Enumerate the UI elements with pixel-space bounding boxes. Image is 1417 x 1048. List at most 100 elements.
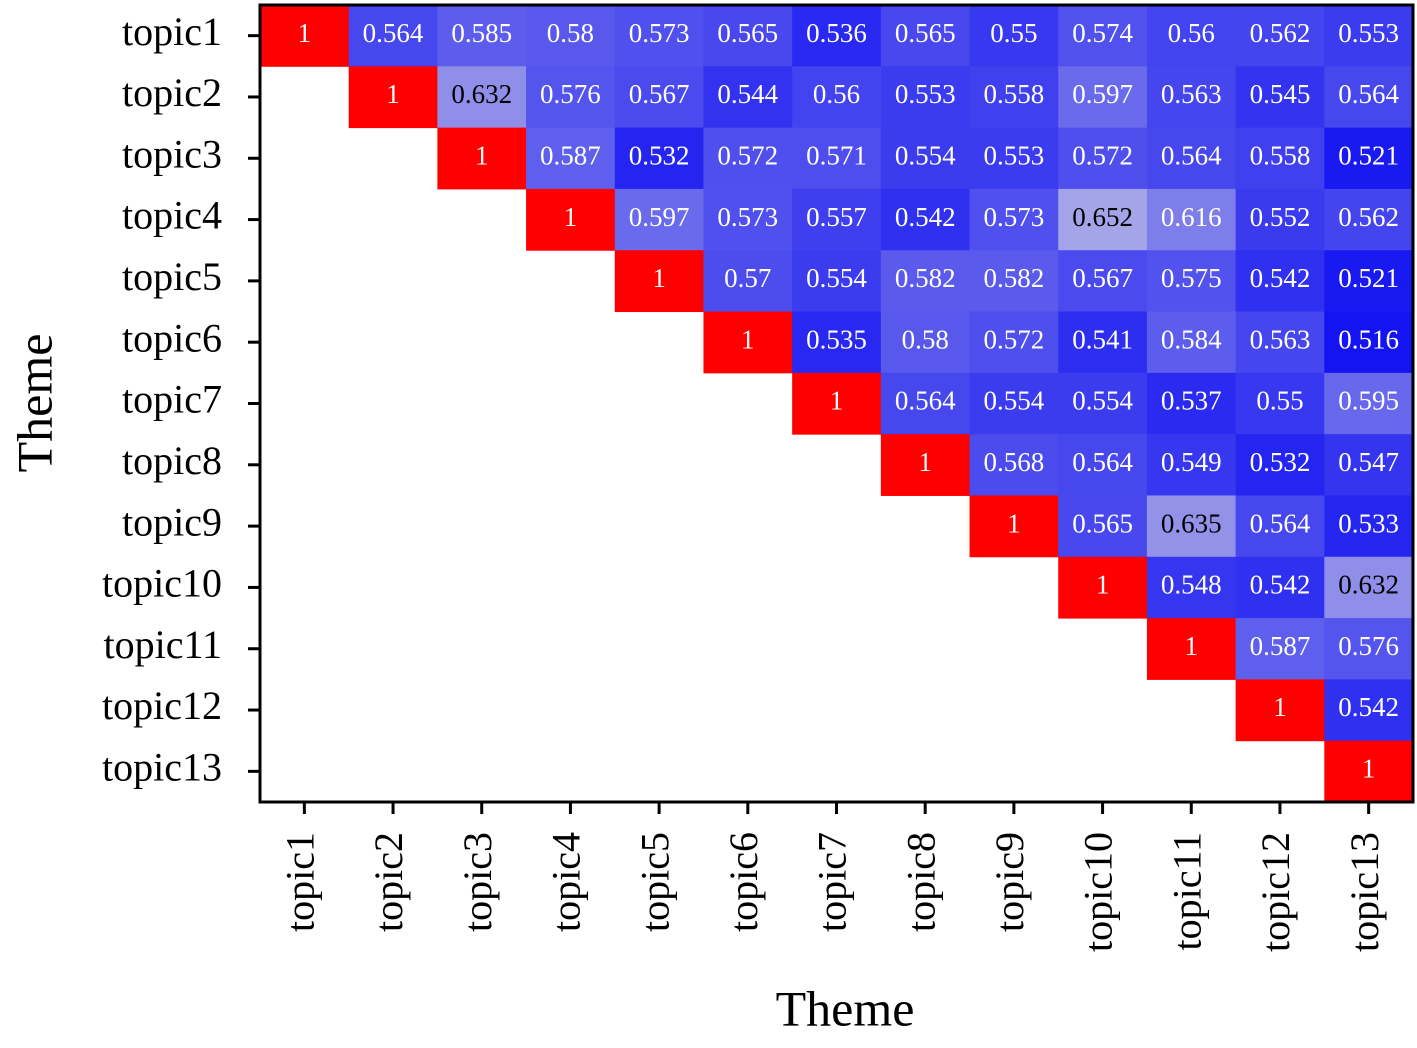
- cell-label: 0.554: [1072, 386, 1133, 416]
- heatmap-cell: [792, 188, 882, 251]
- heatmap-cell: [703, 250, 793, 313]
- heatmap-cell: [1058, 66, 1148, 129]
- cell-label: 0.564: [363, 18, 424, 48]
- heatmap-cell: [1146, 66, 1237, 129]
- cell-label: 0.542: [895, 202, 956, 232]
- cell-label: 0.616: [1161, 202, 1222, 232]
- heatmap-cell: [880, 127, 971, 190]
- x-tick-label: topic4: [544, 832, 589, 932]
- cell-label: 0.564: [1072, 447, 1133, 477]
- cell-label: 0.535: [806, 324, 867, 354]
- heatmap-cell: [1058, 5, 1148, 67]
- heatmap-cell: [1324, 66, 1414, 129]
- heatmap-cell: [437, 5, 527, 67]
- heatmap-cell: [614, 188, 704, 251]
- x-tick-label: topic12: [1253, 832, 1298, 952]
- heatmap-cell: [1146, 250, 1237, 313]
- heatmap-cell: [1324, 188, 1414, 251]
- heatmap-cell: [1058, 311, 1148, 374]
- heatmap-cell: [969, 495, 1059, 558]
- cell-label: 0.573: [984, 202, 1045, 232]
- cell-label: 0.548: [1161, 570, 1222, 600]
- heatmap-cell: [526, 5, 616, 67]
- cell-label: 1: [1273, 692, 1287, 722]
- cell-label: 0.563: [1161, 79, 1222, 109]
- heatmap-cell: [526, 188, 616, 251]
- heatmap-cell: [703, 188, 793, 251]
- heatmap-cell: [969, 66, 1059, 129]
- y-tick-label: topic9: [122, 499, 222, 544]
- cell-label: 0.554: [895, 140, 956, 170]
- heatmap-cell: [703, 311, 793, 374]
- heatmap-cell: [1235, 188, 1325, 251]
- cell-label: 0.562: [1250, 18, 1311, 48]
- y-tick-label: topic11: [104, 622, 223, 667]
- heatmap-cell: [792, 127, 882, 190]
- cell-label: 0.558: [984, 79, 1045, 109]
- cell-label: 0.521: [1338, 140, 1399, 170]
- cell-label: 0.572: [984, 324, 1045, 354]
- heatmap-cell: [1235, 5, 1325, 67]
- y-tick-label: topic10: [102, 561, 222, 606]
- heatmap-cell: [1235, 556, 1325, 619]
- heatmap-cell: [880, 250, 971, 313]
- heatmap-cell: [348, 5, 438, 67]
- cell-label: 0.564: [1338, 79, 1399, 109]
- heatmap-cell: [614, 5, 704, 67]
- heatmap-cell: [1235, 679, 1325, 742]
- cell-label: 0.56: [1168, 18, 1215, 48]
- heatmap-cell: [969, 311, 1059, 374]
- x-tick-label: topic3: [455, 832, 500, 932]
- heatmap-cell: [526, 66, 616, 129]
- y-tick-label: topic5: [122, 254, 222, 299]
- heatmap-cell: [1146, 618, 1237, 680]
- heatmap-cell: [1058, 556, 1148, 619]
- heatmap-cell: [1146, 372, 1237, 435]
- cell-label: 0.554: [806, 263, 867, 293]
- heatmap-cell: [1146, 127, 1237, 190]
- y-tick-label: topic7: [122, 377, 222, 422]
- heatmap-cell: [1235, 127, 1325, 190]
- cell-label: 0.547: [1338, 447, 1399, 477]
- heatmap-cell: [969, 250, 1059, 313]
- cell-label: 0.542: [1250, 263, 1311, 293]
- heatmap-cell: [260, 5, 350, 67]
- cell-label: 0.55: [990, 18, 1037, 48]
- heatmap-cell: [880, 372, 971, 435]
- cell-label: 1: [1185, 631, 1199, 661]
- x-tick-label: topic10: [1076, 832, 1121, 952]
- cell-label: 0.544: [717, 79, 778, 109]
- cell-label: 0.56: [813, 79, 860, 109]
- heatmap-cell: [1058, 434, 1148, 496]
- heatmap-cell: [969, 5, 1059, 67]
- y-tick-label: topic2: [122, 70, 222, 115]
- cell-label: 0.516: [1338, 324, 1399, 354]
- cell-label: 0.571: [806, 140, 867, 170]
- cell-label: 0.576: [1338, 631, 1399, 661]
- cell-label: 0.541: [1072, 324, 1133, 354]
- cell-label: 0.582: [895, 263, 956, 293]
- cell-label: 0.582: [984, 263, 1045, 293]
- cell-label: 0.635: [1161, 508, 1222, 538]
- cell-label: 0.632: [1338, 570, 1399, 600]
- y-tick-label: topic13: [102, 745, 222, 790]
- heatmap-cell: [703, 127, 793, 190]
- cell-label: 0.537: [1161, 386, 1222, 416]
- cell-label: 0.533: [1338, 508, 1399, 538]
- heatmap-cell: [1235, 311, 1325, 374]
- cell-label: 0.572: [1072, 140, 1133, 170]
- heatmap-cell: [1235, 372, 1325, 435]
- heatmap-cell: [1324, 127, 1414, 190]
- cell-label: 0.536: [806, 18, 867, 48]
- cell-label: 0.585: [451, 18, 512, 48]
- y-tick-label: topic12: [102, 683, 222, 728]
- heatmap-cell: [1235, 66, 1325, 129]
- heatmap-cell: [1324, 556, 1414, 619]
- heatmap-cell: [1235, 495, 1325, 558]
- cell-label: 0.557: [806, 202, 867, 232]
- cell-label: 1: [386, 79, 400, 109]
- heatmap-cell: [1324, 740, 1414, 803]
- heatmap-cell: [880, 188, 971, 251]
- cell-label: 0.564: [1250, 508, 1311, 538]
